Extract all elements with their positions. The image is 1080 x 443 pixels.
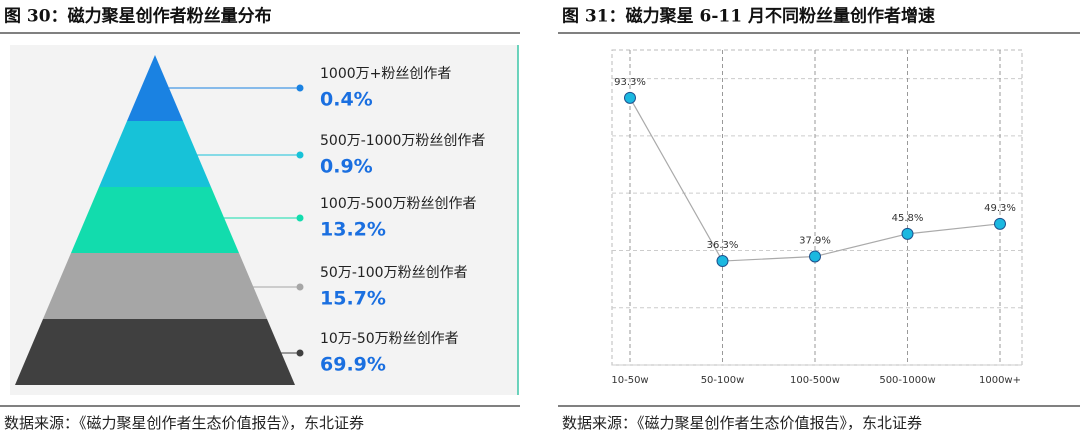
pyramid-layer [99,121,211,187]
value-label: 69.9% [320,354,386,376]
value-label: 36.3% [707,240,739,251]
chart-title: 图 31：磁力聚星 6-11 月不同粉丝量创作者增速 [562,6,935,27]
source: 数据来源：《磁力聚星创作者生态价值报告》，东北证券 [4,414,364,432]
category-label: 100万-500万粉丝创作者 [320,196,477,212]
leader-dot [296,283,304,291]
pyramid-layer [43,253,267,319]
point [901,227,914,240]
value-label: 0.9% [320,156,373,178]
category-label: 50万-100万粉丝创作者 [320,265,468,281]
value-label: 37.9% [799,235,831,246]
source: 数据来源：《磁力聚星创作者生态价值报告》，东北证券 [562,414,922,432]
value-label: 93.3% [614,77,646,88]
leader-dot [296,214,304,222]
point [716,255,729,268]
category-label: 1000万+粉丝创作者 [320,66,451,82]
x-tick-label: 1000w+ [979,375,1021,386]
pyramid-layer [71,187,239,253]
category-label: 10万-50万粉丝创作者 [320,331,459,347]
value-label: 15.7% [320,288,386,310]
x-tick-label: 10-50w [611,375,648,386]
x-tick-label: 100-500w [790,375,840,386]
leader-dot [296,84,304,92]
category-label: 500万-1000万粉丝创作者 [320,133,485,149]
leader-dot [296,151,304,159]
chart-title: 图 30：磁力聚星创作者粉丝量分布 [4,6,272,27]
value-label: 49.3% [984,203,1016,214]
plot-area [611,49,1023,366]
point [624,91,636,104]
value-label: 45.8% [892,213,924,224]
pyramid-layer [15,319,295,385]
point [994,217,1006,230]
pyramid-layer [127,55,183,121]
value-label: 0.4% [320,89,373,111]
point [809,250,821,263]
leader-dot [296,349,304,357]
x-tick-label: 50-100w [701,375,745,386]
value-label: 13.2% [320,219,386,241]
x-tick-label: 500-1000w [879,375,935,386]
